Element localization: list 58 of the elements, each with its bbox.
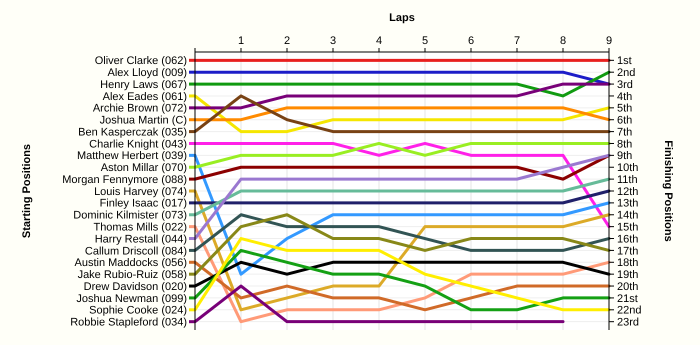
y-tick-label: 9th	[617, 150, 632, 162]
y-tick-label: 23rd	[617, 316, 640, 329]
legend-label: Austin Maddocks (056)	[74, 257, 187, 270]
x-tick-label: 5	[422, 35, 428, 47]
x-tick-label: 1	[238, 35, 244, 47]
y-tick-label: 19th	[617, 269, 638, 282]
x-tick-label: 9	[606, 35, 612, 47]
legend-label: Sophie Cooke (024)	[89, 304, 187, 317]
x-tick-label: 2	[284, 35, 290, 47]
legend-label: Archie Brown (072)	[92, 102, 187, 115]
legend-label: Harry Restall (044)	[94, 233, 187, 246]
legend-label: Alex Eades (061)	[102, 90, 187, 103]
x-axis-title: Laps	[389, 12, 415, 24]
x-tick-label: 3	[330, 35, 336, 47]
y-tick-label: 11th	[617, 174, 638, 186]
y-tick-label: 20th	[617, 280, 638, 293]
legend-label: Aston Millar (070)	[100, 162, 187, 174]
y-tick-label: 22nd	[617, 304, 642, 317]
y-tick-label: 21st	[617, 292, 638, 305]
y-tick-label: 13th	[617, 198, 638, 210]
legend-label: Robbie Stapleford (034)	[70, 316, 187, 329]
y-tick-label: 2nd	[617, 67, 636, 80]
y-tick-label: 18th	[617, 257, 638, 270]
legend-label: Alex Lloyd (009)	[108, 67, 187, 80]
legend-label: Jake Rubio-Ruiz (058)	[78, 269, 187, 282]
y-tick-label: 17th	[617, 245, 638, 258]
y-tick-label: 12th	[617, 186, 638, 198]
y-tick-label: 5th	[617, 102, 632, 115]
legend-label: Matthew Herbert (039)	[76, 150, 187, 162]
legend-label: Drew Davidson (020)	[84, 280, 187, 293]
y-tick-label: 1st	[617, 55, 632, 68]
y-tick-label: 6th	[617, 114, 632, 127]
y-axis-title: Finishing Positions	[662, 140, 674, 242]
legend-label: Thomas Mills (022)	[93, 221, 187, 234]
y-tick-label: 8th	[617, 138, 632, 150]
legend-label: Louis Harvey (074)	[94, 186, 187, 198]
y-tick-label: 14th	[617, 210, 638, 222]
legend-label: Callum Driscoll (084)	[84, 245, 187, 258]
legend-label: Charlie Knight (043)	[89, 138, 187, 150]
legend-label: Henry Laws (067)	[100, 78, 187, 91]
y-tick-label: 10th	[617, 162, 638, 174]
x-tick-label: 8	[560, 35, 566, 47]
legend-label: Oliver Clarke (062)	[94, 55, 187, 68]
x-tick-label: 7	[514, 35, 520, 47]
legend-label: Ben Kasperczak (035)	[78, 126, 187, 138]
legend-label: Dominic Kilmister (073)	[73, 210, 187, 222]
legend-label: Joshua Newman (099)	[76, 292, 187, 305]
text: Starting Positions	[21, 144, 33, 238]
y-tick-label: 7th	[617, 126, 632, 138]
y-tick-label: 16th	[617, 233, 638, 246]
legend-label: Finley Isaac (017)	[100, 198, 187, 210]
x-tick-label: 6	[468, 35, 474, 47]
legend-label: Joshua Martin (C)	[100, 114, 187, 127]
y-tick-label: 15th	[617, 221, 638, 234]
y-tick-label: 4th	[617, 90, 632, 103]
legend-label: Morgan Fennymore (088)	[62, 174, 187, 186]
y-tick-label: 3rd	[617, 78, 633, 91]
x-tick-label: 4	[376, 35, 382, 47]
